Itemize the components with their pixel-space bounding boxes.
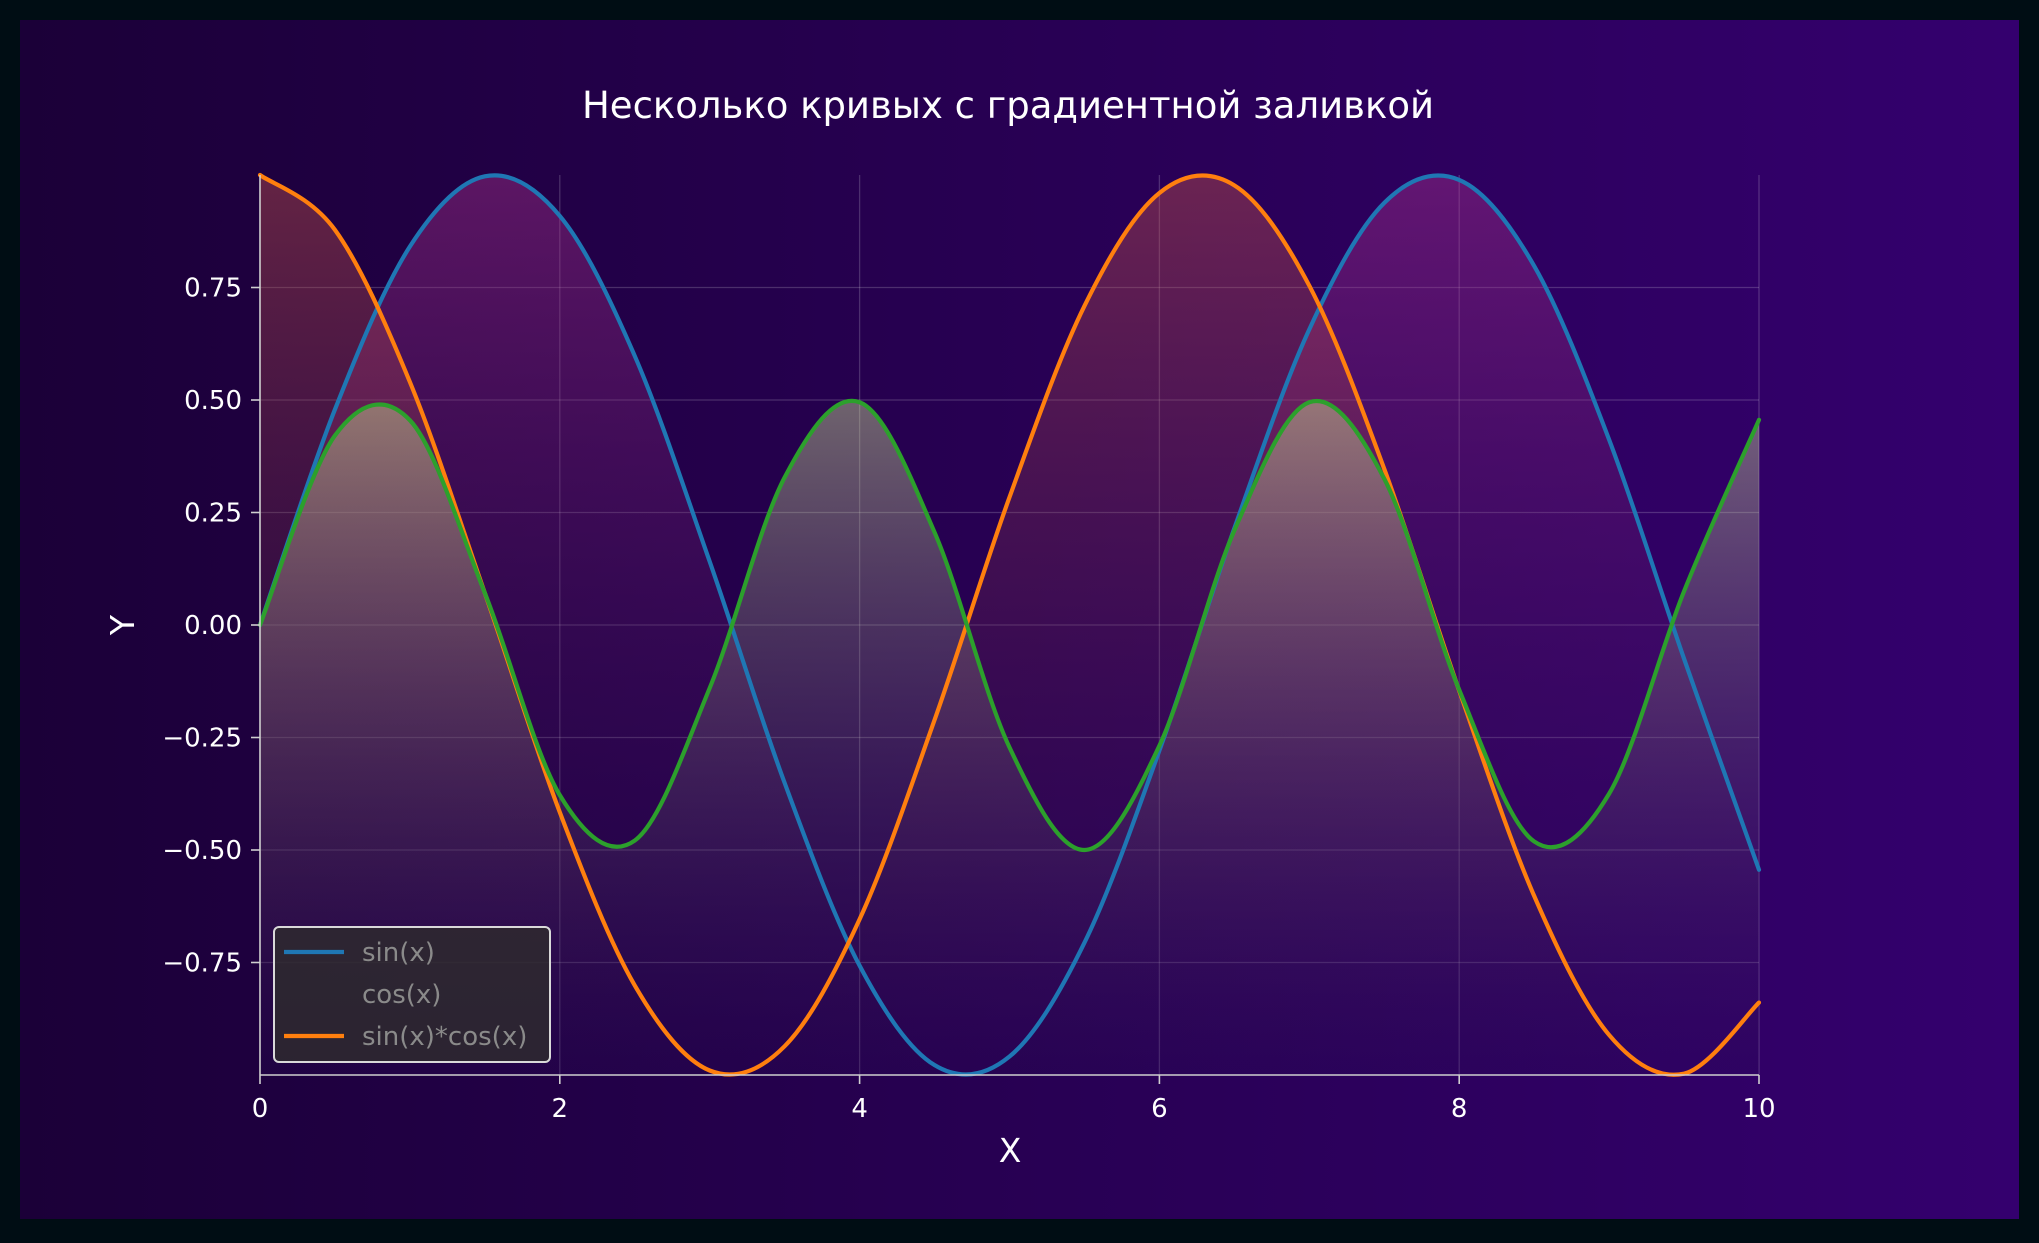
y-tick-label: −0.75: [162, 949, 242, 979]
legend: sin(x) cos(x) sin(x)*cos(x): [273, 926, 551, 1063]
axes: 0 2 4 6 8 10 −0.75 −0.50 −0.25 0.00 0.25 0.50 0.75: [162, 175, 1776, 1124]
series-fill-2: [260, 400, 1759, 1075]
x-tick-label: 8: [1451, 1094, 1468, 1124]
y-tick-label: 0.00: [184, 611, 242, 641]
y-tick-label: 0.75: [184, 274, 242, 304]
legend-box: [273, 926, 551, 1063]
x-tick-label: 0: [252, 1094, 269, 1124]
x-tick-label: 10: [1742, 1094, 1775, 1124]
x-tick-label: 4: [851, 1094, 868, 1124]
x-axis-label: X: [999, 1131, 1022, 1170]
series-line-2: [257, 398, 1762, 853]
series-fills: [260, 175, 1759, 1076]
y-axis-label: Y: [103, 614, 142, 636]
chart-title: Несколько кривых с градиентной заливкой: [582, 84, 1434, 127]
legend-label: sin(x)*cos(x): [362, 1022, 527, 1052]
series-line-0: [257, 173, 1762, 1077]
y-tick-label: −0.50: [162, 836, 242, 866]
x-tick-label: 6: [1151, 1094, 1168, 1124]
y-tick-label: 0.25: [184, 499, 242, 529]
legend-label: sin(x): [362, 938, 435, 968]
y-tick-label: 0.50: [184, 386, 242, 416]
x-tick-label: 2: [552, 1094, 569, 1124]
y-tick-label: −0.25: [162, 724, 242, 754]
series-lines: [257, 172, 1762, 1077]
legend-label: cos(x): [362, 980, 441, 1010]
